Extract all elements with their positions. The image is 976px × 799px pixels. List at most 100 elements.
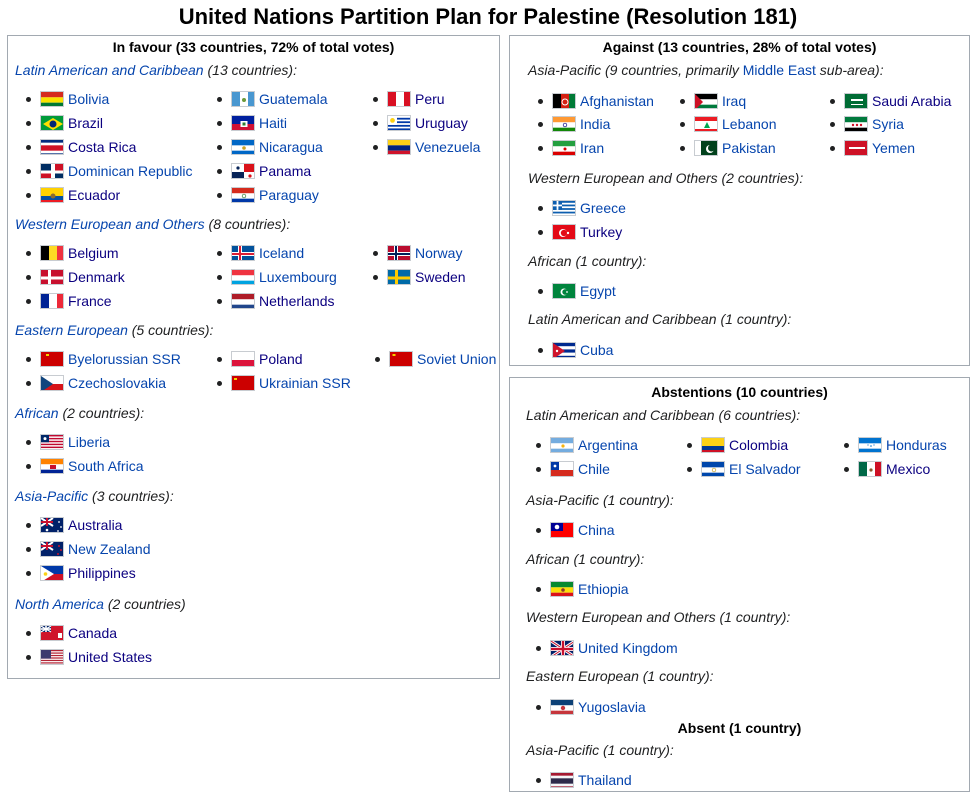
peru-flag-icon [387,91,411,107]
bullet [217,192,222,198]
country-link-lebanon[interactable]: Lebanon [722,116,777,132]
soviet-union-flag-icon [389,351,413,367]
bullet [373,250,378,256]
country-link-poland[interactable]: Poland [259,351,303,367]
country-link-saudi-arabia[interactable]: Saudi Arabia [872,93,952,109]
country-link-sweden[interactable]: Sweden [415,269,466,285]
bullet [830,98,835,104]
region-asia-pacific: Asia-Pacific (1 country): [526,492,674,508]
el-salvador-flag-icon [701,461,725,477]
country-link-turkey[interactable]: Turkey [580,224,623,240]
country-link-belgium[interactable]: Belgium [68,245,119,261]
country-link-egypt[interactable]: Egypt [580,283,616,299]
bullet [26,356,31,362]
region-link-latin-american[interactable]: Latin American and Caribbean [15,62,204,78]
country-link-australia[interactable]: Australia [68,517,123,533]
region-latin-american: Latin American and Caribbean (1 country)… [528,311,792,327]
yugoslavia-flag-icon [550,699,574,715]
dominican-republic-flag-icon [40,163,64,179]
country-link-mexico[interactable]: Mexico [886,461,931,477]
guatemala-flag-icon [231,91,255,107]
country-link-soviet-union[interactable]: Soviet Union [417,351,497,367]
country-link-el-salvador[interactable]: El Salvador [729,461,801,477]
brazil-flag-icon [40,115,64,131]
region-link-eastern-european[interactable]: Eastern European [15,322,128,338]
region-link-western-european[interactable]: Western European and Others [15,216,205,232]
country-link-south-africa[interactable]: South Africa [68,458,144,474]
country-link-luxembourg[interactable]: Luxembourg [259,269,337,285]
country-link-paraguay[interactable]: Paraguay [259,187,319,203]
country-link-thailand[interactable]: Thailand [578,772,632,788]
country-link-uruguay[interactable]: Uruguay [415,115,468,131]
country-link-peru[interactable]: Peru [415,91,445,107]
against-header: Against (13 countries, 28% of total vote… [602,39,877,55]
country-link-afghanistan[interactable]: Afghanistan [580,93,654,109]
thailand-flag-icon [550,772,574,788]
country-link-canada[interactable]: Canada [68,625,118,641]
region-link-asia-pacific[interactable]: Asia-Pacific [15,488,89,504]
region-eastern-european: Eastern European (1 country): [526,668,714,684]
country-link-india[interactable]: India [580,116,611,132]
bullet [538,347,543,353]
country-link-yugoslavia[interactable]: Yugoslavia [578,699,646,715]
country-link-philippines[interactable]: Philippines [68,565,136,581]
bullet [217,250,222,256]
absent-header: Absent (1 country) [677,720,802,736]
country-link-norway[interactable]: Norway [415,245,463,261]
bullet [538,205,543,211]
region-african: African (1 country): [528,253,647,269]
country-link-new-zealand[interactable]: New Zealand [68,541,151,557]
country-link-ethiopia[interactable]: Ethiopia [578,581,629,597]
country-link-chile[interactable]: Chile [578,461,610,477]
bolivia-flag-icon [40,91,64,107]
country-link-united-states[interactable]: United States [68,649,153,665]
country-link-ukrainian-ssr[interactable]: Ukrainian SSR [259,375,351,391]
region-count: (8 countries): [204,216,291,232]
abstentions-header: Abstentions (10 countries) [651,384,828,400]
country-link-nicaragua[interactable]: Nicaragua [259,139,323,155]
country-link-china[interactable]: China [578,522,615,538]
country-link-venezuela[interactable]: Venezuela [415,139,481,155]
bullet [26,654,31,660]
country-link-honduras[interactable]: Honduras [886,437,947,453]
country-link-ecuador[interactable]: Ecuador [68,187,121,203]
country-link-haiti[interactable]: Haiti [259,115,288,131]
india-flag-icon [552,116,576,132]
country-link-greece[interactable]: Greece [580,200,626,216]
region-western-european: Western European and Others (8 countries… [15,216,290,232]
country-link-pakistan[interactable]: Pakistan [722,140,776,156]
bullet [538,229,543,235]
country-link-panama[interactable]: Panama [259,163,312,179]
country-link-syria[interactable]: Syria [872,116,904,132]
country-link-iran[interactable]: Iran [580,140,605,156]
country-link-argentina[interactable]: Argentina [578,437,638,453]
country-link-guatemala[interactable]: Guatemala [259,91,328,107]
chile-flag-icon [550,461,574,477]
venezuela-flag-icon [387,139,411,155]
country-link-france[interactable]: France [68,293,112,309]
bullet [26,298,31,304]
denmark-flag-icon [40,269,64,285]
country-link-czechoslovakia[interactable]: Czechoslovakia [68,375,167,391]
country-link-costa-rica[interactable]: Costa Rica [68,139,137,155]
country-link-iceland[interactable]: Iceland [259,245,305,261]
country-link-iraq[interactable]: Iraq [722,93,747,109]
region-link-african[interactable]: African [15,405,59,421]
country-link-yemen[interactable]: Yemen [872,140,916,156]
country-link-dominican-republic[interactable]: Dominican Republic [68,163,193,179]
country-link-colombia[interactable]: Colombia [729,437,789,453]
country-link-brazil[interactable]: Brazil [68,115,104,131]
country-link-liberia[interactable]: Liberia [68,434,111,450]
page-title: United Nations Partition Plan for Palest… [178,4,798,29]
region-link-middle-east[interactable]: Middle East [742,62,816,78]
country-link-denmark[interactable]: Denmark [68,269,125,285]
ethiopia-flag-icon [550,581,574,597]
region-link-north-america[interactable]: North America [15,596,104,612]
country-link-byelorussian-ssr[interactable]: Byelorussian SSR [68,351,181,367]
country-link-cuba[interactable]: Cuba [580,342,614,358]
country-link-bolivia[interactable]: Bolivia [68,91,110,107]
region-suffix: sub-area): [815,62,884,78]
bullet [26,192,31,198]
country-link-netherlands[interactable]: Netherlands [259,293,335,309]
country-link-united-kingdom[interactable]: United Kingdom [578,640,678,656]
